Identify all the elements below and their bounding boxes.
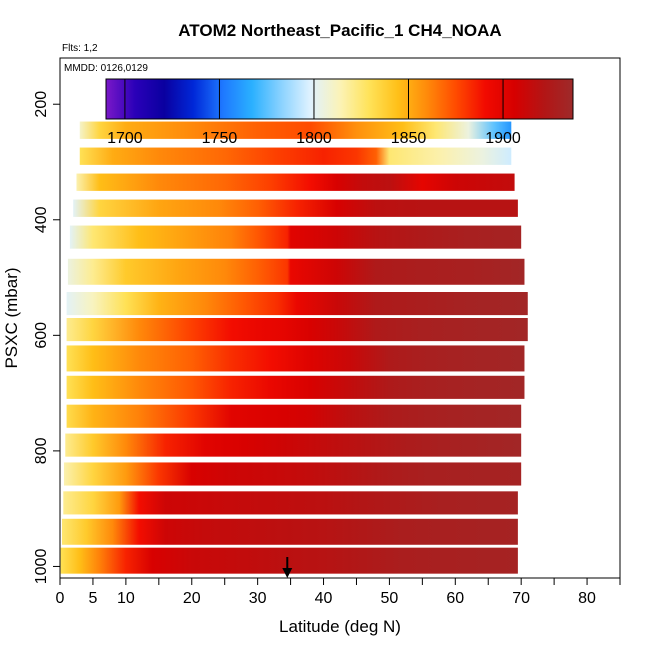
y-axis: 200 400 600 800 1000 xyxy=(33,91,60,584)
y-tick-label: 400 xyxy=(33,206,50,233)
y-tick-label: 1000 xyxy=(33,549,50,585)
mmdd-label: MMDD: 0126,0129 xyxy=(64,63,148,74)
colorbar-ticks: 1700 1750 1800 1850 1900 xyxy=(107,79,521,147)
y-tick-label: 800 xyxy=(33,437,50,464)
colorbar-tick-label: 1750 xyxy=(202,130,238,147)
flights-label: Flts: 1,2 xyxy=(62,43,98,54)
x-tick-label: 0 xyxy=(56,590,65,607)
curtain-band xyxy=(69,225,522,249)
x-axis: 0 5 10 20 30 40 50 60 70 80 xyxy=(56,578,621,607)
curtain-band xyxy=(79,121,512,139)
curtain-band xyxy=(65,433,522,457)
curtain-band xyxy=(73,199,518,217)
curtain-band xyxy=(63,462,522,486)
plot-frame xyxy=(59,57,621,579)
x-tick-label: 70 xyxy=(512,590,530,607)
curtain-band xyxy=(63,491,518,515)
curtain-band xyxy=(66,292,528,316)
x-axis-label: Latitude (deg N) xyxy=(279,617,401,636)
curtain-band xyxy=(66,375,525,399)
curtain-band xyxy=(76,173,515,191)
colorbar xyxy=(105,78,574,120)
y-tick-label: 200 xyxy=(33,91,50,118)
x-tick-label: 50 xyxy=(381,590,399,607)
x-tick-label: 60 xyxy=(446,590,464,607)
x-tick-label: 10 xyxy=(117,590,135,607)
x-tick-label: 40 xyxy=(315,590,333,607)
y-tick-label: 600 xyxy=(33,322,50,349)
y-axis-label: PSXC (mbar) xyxy=(2,267,21,368)
colorbar-tick-label: 1900 xyxy=(485,130,521,147)
colorbar-tick-label: 1800 xyxy=(296,130,332,147)
latitude-marker-arrow xyxy=(282,557,293,578)
x-tick-label: 5 xyxy=(88,590,97,607)
curtain-band xyxy=(66,345,525,372)
curtain-band xyxy=(61,518,518,545)
chart-title: ATOM2 Northeast_Pacific_1 CH4_NOAA xyxy=(178,21,501,40)
curtain-band xyxy=(66,318,528,342)
curtain-band xyxy=(79,147,512,165)
x-tick-label: 20 xyxy=(183,590,201,607)
colorbar-tick-label: 1700 xyxy=(107,130,143,147)
colorbar-tick-label: 1850 xyxy=(391,130,427,147)
curtain-band xyxy=(66,404,522,428)
curtain-bands xyxy=(60,86,528,574)
x-tick-label: 30 xyxy=(249,590,267,607)
x-tick-label: 80 xyxy=(578,590,596,607)
curtain-band xyxy=(67,258,525,285)
